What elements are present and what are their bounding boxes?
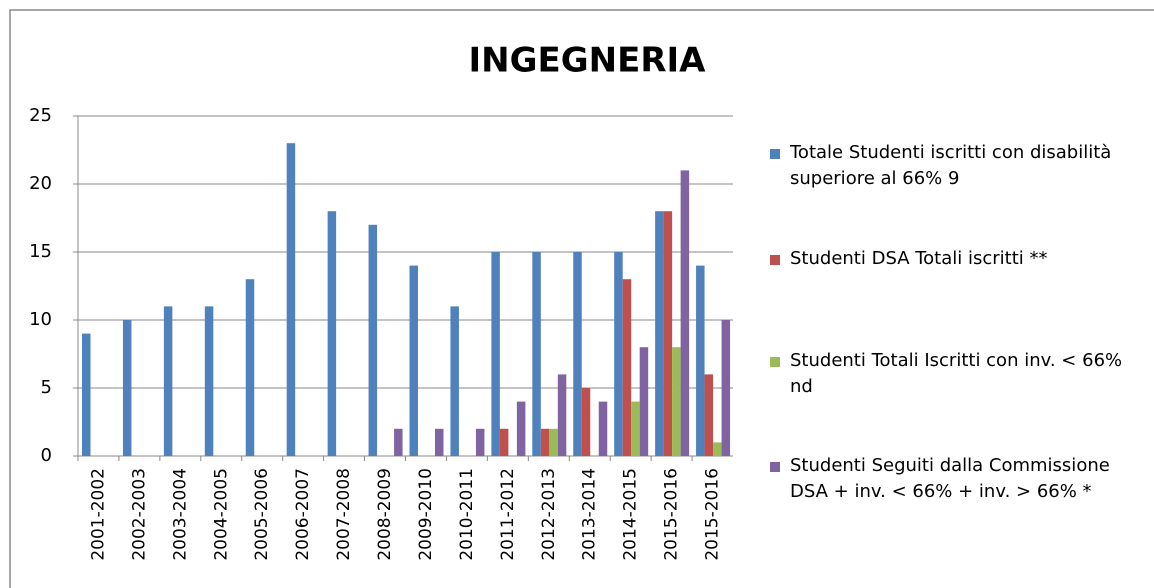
legend-swatch (770, 149, 780, 159)
bar (631, 401, 640, 456)
legend-label: Studenti Seguiti dalla Commissione DSA +… (790, 455, 1110, 502)
y-tick-label: 15 (29, 241, 52, 262)
bar (491, 252, 500, 456)
bar (663, 211, 673, 456)
chart-title: INGEGNERIA (469, 41, 707, 81)
x-tick-label: 2008-2009 (375, 468, 395, 561)
x-tick-label: 2012-2013 (539, 468, 559, 561)
x-tick-label: 2009-2010 (416, 468, 436, 561)
x-tick-label: 2001-2002 (88, 468, 108, 561)
chart-border (9, 9, 1154, 588)
x-tick-label: 2004-2005 (211, 468, 231, 561)
bar (163, 306, 173, 456)
bar (622, 279, 632, 456)
bar (516, 401, 526, 456)
bar (614, 252, 623, 456)
x-tick-label: 2003-2004 (170, 468, 190, 561)
bar (368, 224, 378, 456)
x-tick-label: 2006-2007 (293, 468, 313, 561)
y-tick-label: 0 (41, 445, 52, 466)
x-tick-label: 2014-2015 (621, 468, 641, 561)
bar (639, 347, 649, 456)
bar (549, 428, 558, 456)
bar (499, 428, 509, 456)
bar (721, 320, 731, 456)
bar (394, 428, 403, 456)
legend-entry: Totale Studenti iscritti con disabilità … (770, 140, 1130, 192)
bar (680, 170, 690, 456)
bar (704, 374, 714, 456)
bar (573, 252, 582, 456)
x-tick-label: 2005-2006 (252, 468, 272, 561)
x-tick-label: 2002-2003 (129, 468, 149, 561)
bar (655, 211, 664, 456)
legend-label: Studenti DSA Totali iscritti ** (790, 248, 1048, 269)
x-tick-label: 2011-2012 (498, 468, 518, 561)
bar (598, 401, 608, 456)
legend-label: Totale Studenti iscritti con disabilità … (790, 142, 1112, 189)
legend-swatch (770, 255, 780, 265)
x-tick-label: 2013-2014 (580, 468, 600, 561)
bar (245, 279, 255, 456)
bar (672, 347, 681, 456)
legend-entry: Studenti Totali Iscritti con inv. < 66% … (770, 348, 1130, 400)
bar (557, 374, 567, 456)
y-tick-label: 10 (29, 309, 52, 330)
bar (435, 428, 444, 456)
x-tick-label: 2015-2016 (703, 468, 723, 561)
bar (450, 306, 459, 456)
x-tick-label: 2015-2016 (662, 468, 682, 561)
y-tick-label: 5 (41, 377, 52, 398)
y-tick-label: 20 (29, 173, 52, 194)
legend-label: Studenti Totali Iscritti con inv. < 66% … (790, 350, 1123, 397)
bar (82, 333, 91, 456)
bar (286, 143, 296, 456)
bar (475, 428, 485, 456)
bar (409, 265, 418, 456)
bar (122, 320, 132, 456)
bar (581, 388, 591, 456)
legend-entry: Studenti Seguiti dalla Commissione DSA +… (770, 453, 1130, 505)
legend-swatch (770, 462, 780, 472)
bar (713, 442, 722, 456)
x-tick-label: 2007-2008 (334, 468, 354, 561)
legend-swatch (770, 357, 780, 367)
x-tick-label: 2010-2011 (457, 468, 477, 561)
y-tick-label: 25 (29, 105, 52, 126)
legend-entry: Studenti DSA Totali iscritti ** (770, 246, 1130, 272)
bar (327, 211, 337, 456)
bar (204, 306, 214, 456)
bar (540, 428, 550, 456)
bar (696, 265, 705, 456)
bar (532, 252, 541, 456)
